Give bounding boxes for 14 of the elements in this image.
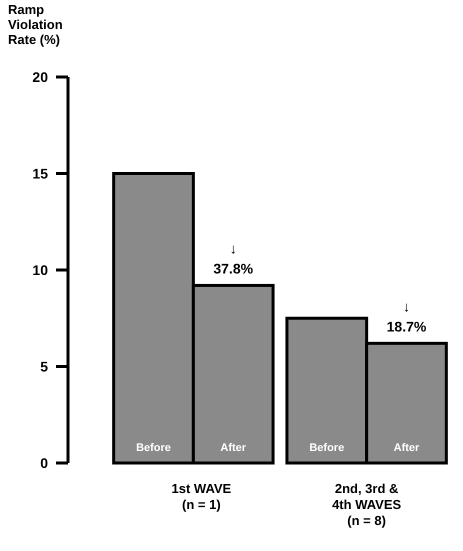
y-axis-title: Ramp Violation Rate (%)	[8, 2, 63, 47]
y-tick-label: 0	[40, 454, 48, 471]
y-tick-label: 10	[32, 262, 48, 278]
x-tick-label: 1st WAVE (n = 1)	[172, 481, 232, 512]
y-tick-label: 20	[32, 68, 48, 85]
annotation: ↓ 18.7%	[386, 298, 427, 334]
series-label: After	[220, 442, 247, 454]
series-label: Before	[136, 442, 171, 454]
text: After	[394, 442, 420, 454]
y-tick-label: 5	[40, 358, 48, 374]
y-tick-label: 15	[32, 165, 48, 182]
x-tick-label: 2nd, 3rd & 4th WAVES (n = 8)	[332, 481, 402, 528]
text: Before	[309, 442, 344, 454]
annotation: ↓ 37.8%	[213, 240, 254, 276]
